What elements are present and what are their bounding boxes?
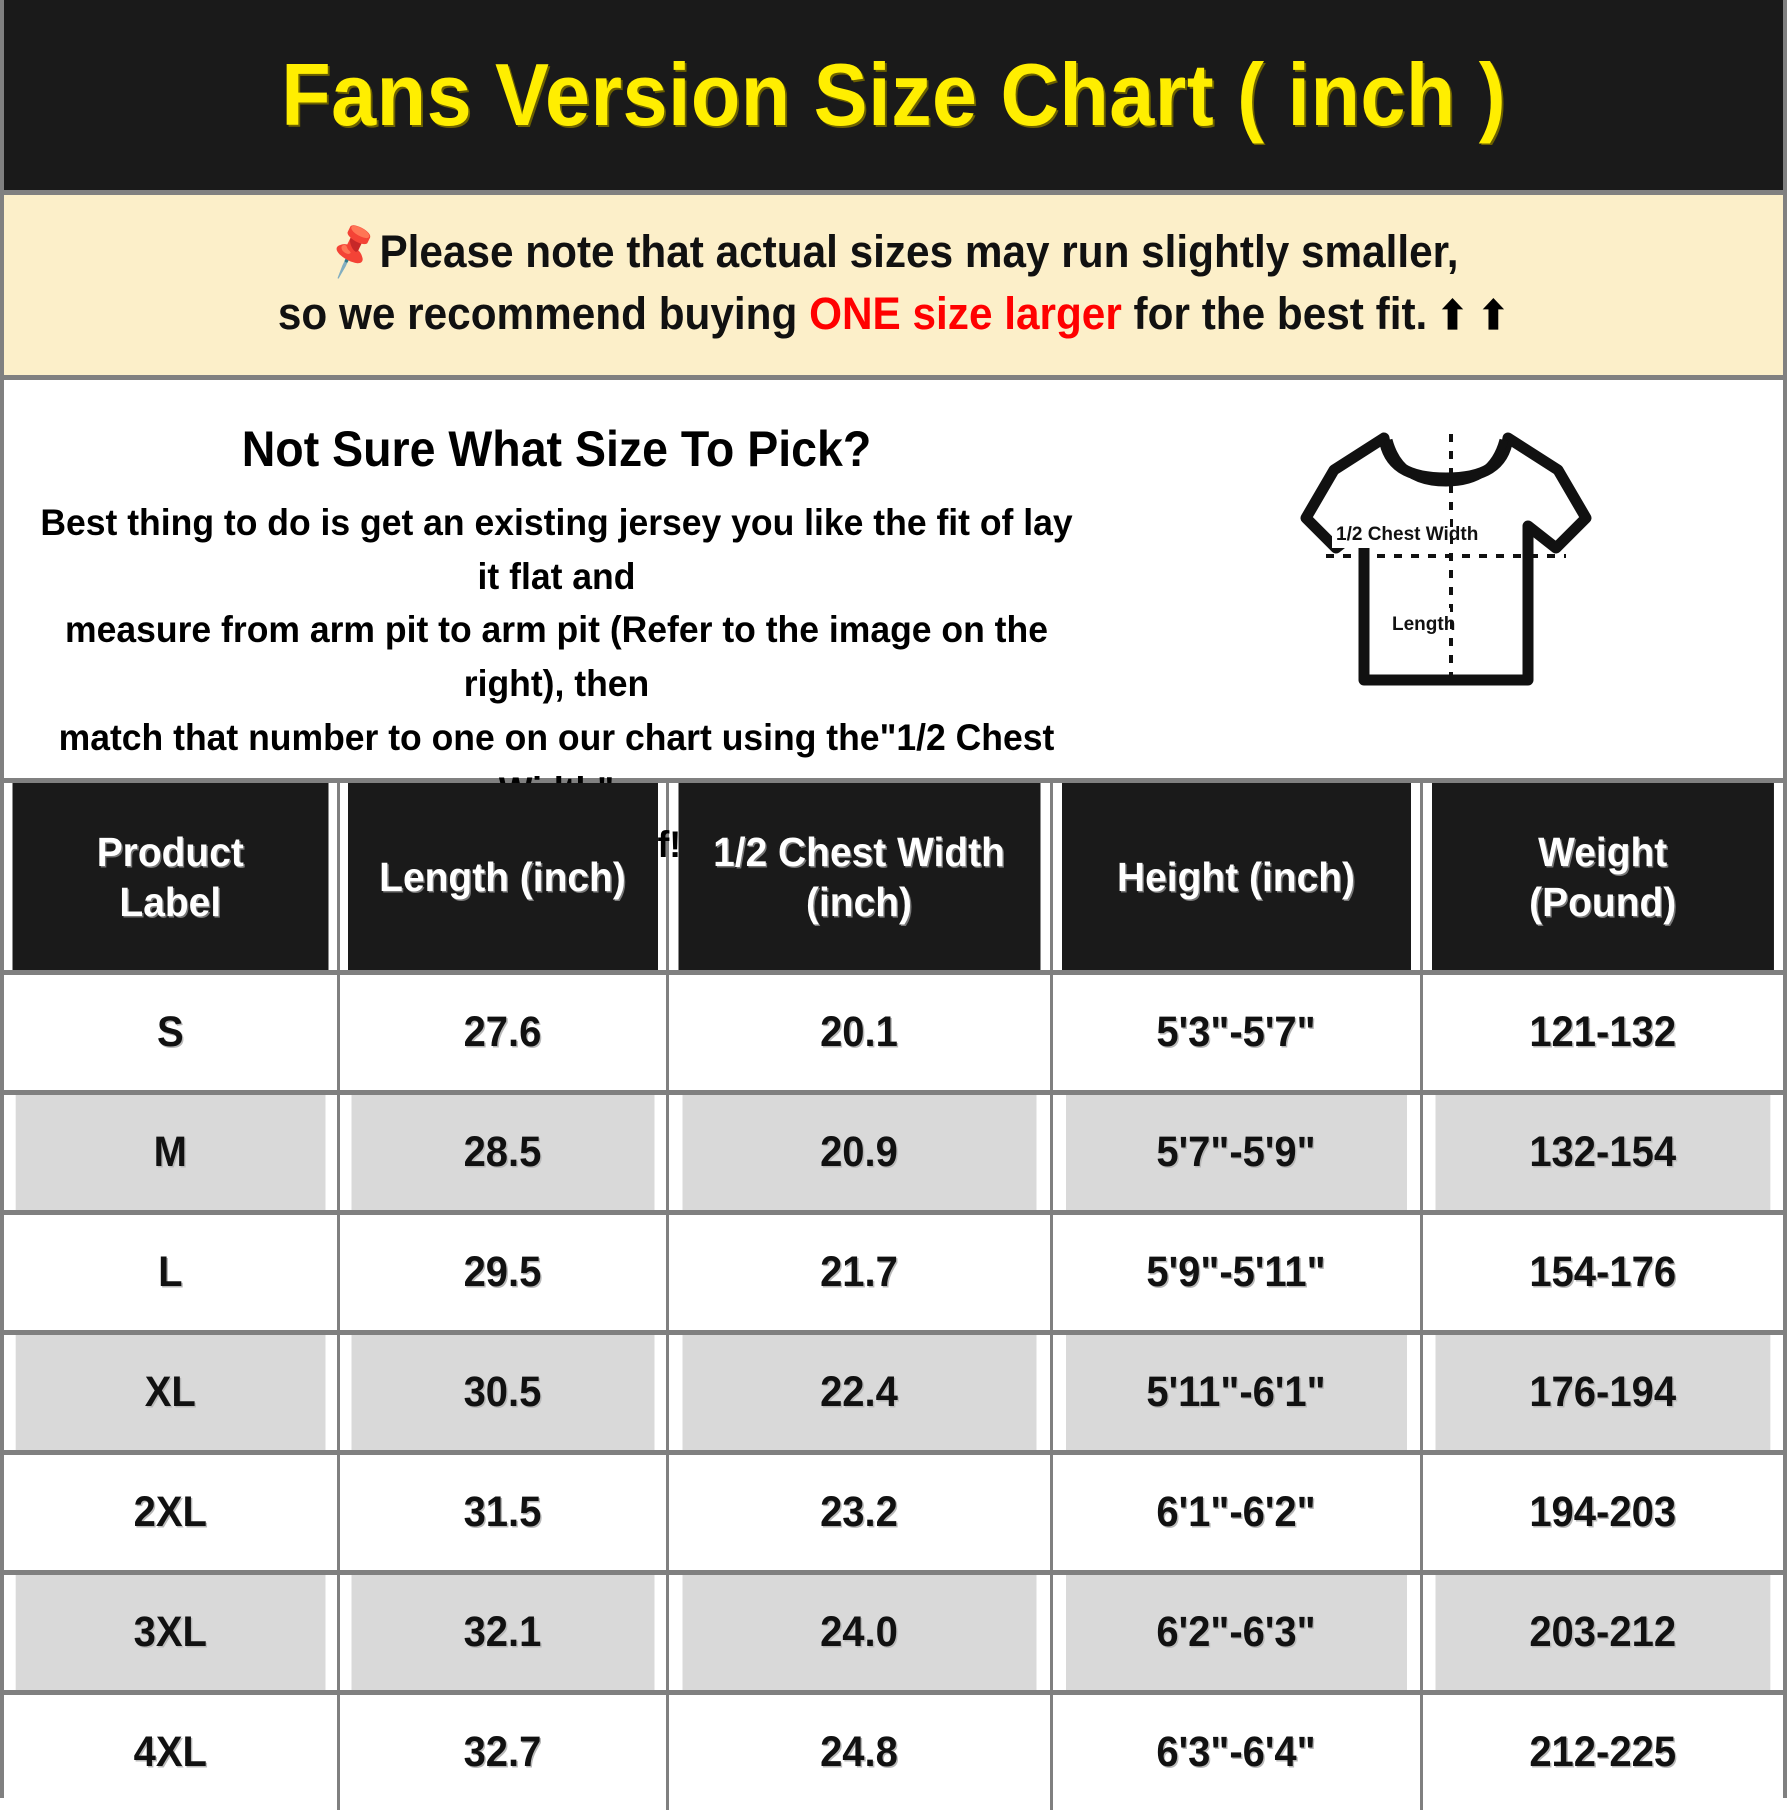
up-arrow-icon-1: ⬆ — [1436, 294, 1469, 339]
tshirt-diagram-wrap: 1/2 Chest Width Length — [1109, 398, 1783, 708]
notice-line-2-prefix: so we recommend buying — [277, 288, 810, 340]
notice-line-1: 📌Please note that actual sizes may run s… — [57, 219, 1729, 283]
header-line: Height (inch) — [1116, 853, 1356, 900]
header-line: Label — [119, 878, 222, 925]
cell-length: 32.7 — [349, 1690, 657, 1810]
cell-chest-width: 23.2 — [680, 1450, 1039, 1573]
cell-length: 31.5 — [349, 1450, 657, 1573]
table-row: 3XL 32.1 24.0 6'2"-6'3" 203-212 — [4, 1570, 1783, 1693]
cell-product-label: S — [15, 970, 328, 1093]
length-label-bg — [1388, 608, 1450, 639]
cell-product-label: M — [15, 1090, 328, 1213]
chest-label-bg — [1332, 518, 1450, 549]
cell-product-label: 4XL — [15, 1690, 328, 1810]
cell-length: 28.5 — [349, 1090, 657, 1213]
cell-height: 5'11"-6'1" — [1063, 1330, 1410, 1453]
column-header-weight: Weight (Pound) — [1430, 778, 1774, 973]
table-header: Product Label Length (inch) 1/2 Chest Wi… — [4, 778, 1783, 973]
cell-chest-width: 22.4 — [680, 1330, 1039, 1453]
header-line: Weight — [1538, 828, 1668, 875]
header-line: 1/2 Chest Width — [713, 828, 1005, 875]
table-row: M 28.5 20.9 5'7"-5'9" 132-154 — [4, 1090, 1783, 1213]
cell-length: 29.5 — [349, 1210, 657, 1333]
cell-length: 32.1 — [349, 1570, 657, 1693]
advice-heading: Not Sure What Size To Pick? — [241, 421, 872, 478]
cell-weight: 121-132 — [1433, 970, 1771, 1093]
table-body: S 27.6 20.1 5'3"-5'7" 121-132 M 28.5 20.… — [4, 970, 1783, 1810]
notice-line-2-suffix: for the best fit. — [1121, 288, 1428, 340]
length-label: Length — [1392, 614, 1455, 635]
cell-product-label: XL — [15, 1330, 328, 1453]
divider-notice — [4, 375, 1783, 381]
header-line: Length (inch) — [379, 853, 626, 900]
cell-chest-width: 20.9 — [680, 1090, 1039, 1213]
notice-emphasis: ONE size larger — [809, 288, 1122, 340]
cell-height: 6'1"-6'2" — [1063, 1450, 1410, 1573]
cell-weight: 194-203 — [1433, 1450, 1771, 1573]
size-chart-table: Product Label Length (inch) 1/2 Chest Wi… — [4, 778, 1783, 1810]
page-title: Fans Version Size Chart ( inch ) — [281, 45, 1506, 144]
tshirt-collar — [1383, 438, 1509, 487]
header-line: (inch) — [805, 878, 913, 925]
notice-line-2: so we recommend buying ONE size larger f… — [57, 283, 1729, 345]
table-row: 2XL 31.5 23.2 6'1"-6'2" 194-203 — [4, 1450, 1783, 1573]
cell-weight: 132-154 — [1433, 1090, 1771, 1213]
cell-height: 5'7"-5'9" — [1063, 1090, 1410, 1213]
divider-title — [4, 190, 1783, 195]
column-header-chest-width: 1/2 Chest Width (inch) — [676, 778, 1043, 973]
advice-body-line-1: Best thing to do is get an existing jers… — [40, 502, 1073, 597]
table-row: 4XL 32.7 24.8 6'3"-6'4" 212-225 — [4, 1690, 1783, 1810]
cell-weight: 212-225 — [1433, 1690, 1771, 1810]
table-header-row: Product Label Length (inch) 1/2 Chest Wi… — [4, 778, 1783, 973]
tshirt-diagram-icon: 1/2 Chest Width Length — [1300, 432, 1592, 686]
cell-length: 27.6 — [349, 970, 657, 1093]
cell-product-label: L — [15, 1210, 328, 1333]
up-arrow-icon-2: ⬆ — [1477, 294, 1510, 339]
chest-width-label: 1/2 Chest Width — [1336, 524, 1478, 545]
cell-chest-width: 20.1 — [680, 970, 1039, 1093]
table-row: XL 30.5 22.4 5'11"-6'1" 176-194 — [4, 1330, 1783, 1453]
column-header-product-label: Product Label — [12, 778, 332, 973]
table-row: S 27.6 20.1 5'3"-5'7" 121-132 — [4, 970, 1783, 1093]
cell-weight: 176-194 — [1433, 1330, 1771, 1453]
cell-height: 5'9"-5'11" — [1063, 1210, 1410, 1333]
notice-line-1-text: Please note that actual sizes may run sl… — [379, 226, 1459, 277]
notice-banner: 📌Please note that actual sizes may run s… — [4, 195, 1783, 376]
advice-body-line-2: measure from arm pit to arm pit (Refer t… — [65, 609, 1048, 705]
cell-length: 30.5 — [349, 1330, 657, 1453]
column-header-length: Length (inch) — [346, 778, 661, 973]
cell-chest-width: 21.7 — [680, 1210, 1039, 1333]
pushpin-icon: 📌 — [321, 219, 383, 281]
cell-chest-width: 24.8 — [680, 1690, 1039, 1810]
cell-height: 6'3"-6'4" — [1063, 1690, 1410, 1810]
cell-height: 6'2"-6'3" — [1063, 1570, 1410, 1693]
table-row: L 29.5 21.7 5'9"-5'11" 154-176 — [4, 1210, 1783, 1333]
cell-product-label: 3XL — [15, 1570, 328, 1693]
title-bar: Fans Version Size Chart ( inch ) — [4, 0, 1783, 190]
header-line: (Pound) — [1529, 878, 1677, 925]
cell-chest-width: 24.0 — [680, 1570, 1039, 1693]
tshirt-outline — [1300, 432, 1592, 686]
cell-weight: 203-212 — [1433, 1570, 1771, 1693]
column-header-height: Height (inch) — [1060, 778, 1414, 973]
cell-product-label: 2XL — [15, 1450, 328, 1573]
cell-height: 5'3"-5'7" — [1063, 970, 1410, 1093]
cell-weight: 154-176 — [1433, 1210, 1771, 1333]
advice-section: Not Sure What Size To Pick? Best thing t… — [4, 380, 1783, 865]
header-line: Product — [96, 828, 244, 875]
